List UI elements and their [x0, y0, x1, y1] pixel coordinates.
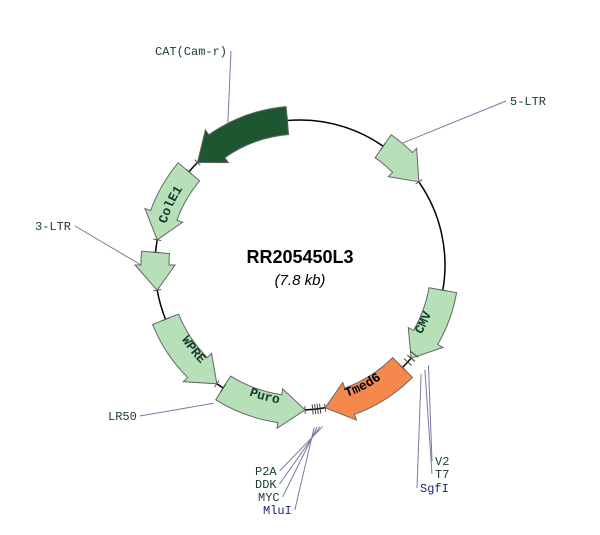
site-tick-p2a: [319, 404, 320, 414]
feature-label-cat: CAT(Cam-r): [155, 45, 227, 59]
feature-five_ltr: [375, 135, 419, 182]
site-label-ddk: DDK: [255, 478, 277, 492]
backbone-segment: [300, 120, 383, 146]
backbone-segment: [156, 240, 158, 253]
site-pointer-mlui: [295, 427, 314, 510]
label-pointer: [75, 226, 141, 265]
plasmid-size: (7.8 kb): [275, 272, 326, 289]
backbone-segment: [189, 162, 198, 171]
site-label-t7: T7: [435, 468, 449, 482]
backbone-segment: [157, 290, 165, 319]
site-tick-myc: [315, 404, 316, 414]
site-label-p2a: P2A: [255, 465, 277, 479]
feature-tick: [153, 239, 161, 240]
feature-tick: [153, 289, 161, 290]
site-label-v2: V2: [435, 455, 449, 469]
feature-cat: [197, 107, 288, 163]
site-label-mlui: MluI: [263, 504, 292, 518]
site-label-sgfi: SgfI: [420, 482, 449, 496]
site-tick-ddk: [317, 404, 318, 414]
backbone-segment: [217, 384, 223, 388]
label-pointer: [402, 101, 506, 143]
plasmid-title: RR205450L3: [246, 247, 353, 267]
site-pointer-lr50: [140, 403, 214, 416]
site-tick-mlui: [312, 404, 313, 414]
site-pointer-p2a: [280, 426, 323, 471]
site-pointer-ddk: [280, 427, 320, 484]
site-pointer-sgfi: [417, 374, 421, 488]
feature-three_ltr: [135, 251, 175, 290]
feature-tick: [287, 117, 288, 125]
site-label-lr50: LR50: [108, 410, 137, 424]
site-label-myc: MYC: [258, 491, 280, 505]
backbone-segment: [403, 358, 412, 367]
feature-tick: [324, 404, 325, 412]
backbone-segment: [419, 182, 445, 290]
backbone-segment: [287, 120, 300, 121]
label-pointer: [228, 51, 231, 123]
feature-label-five_ltr: 5-LTR: [510, 95, 546, 109]
feature-label-three_ltr: 3-LTR: [35, 220, 71, 234]
feature-tick: [152, 252, 160, 253]
plasmid-map: 5-LTRCMVTmed6PuroWPRE3-LTRColE1CAT(Cam-r…: [0, 0, 600, 535]
